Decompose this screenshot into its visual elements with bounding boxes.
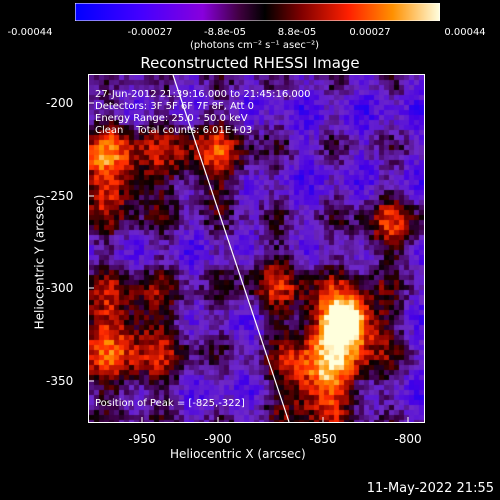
colorbar-tick: -0.00027 bbox=[127, 27, 173, 38]
solar-limb-line bbox=[172, 75, 290, 422]
colorbar-units: (photons cm⁻² s⁻¹ asec⁻²) bbox=[190, 40, 320, 51]
x-tick-label: -850 bbox=[309, 432, 337, 446]
x-axis-title: Heliocentric X (arcsec) bbox=[170, 447, 306, 461]
limb-overlay bbox=[172, 75, 290, 422]
colorbar-gradient bbox=[75, 3, 440, 21]
rhessi-image bbox=[89, 75, 424, 422]
axis-ticks bbox=[88, 102, 409, 423]
y-tick-label: -300 bbox=[46, 281, 74, 295]
timestamp: 11-May-2022 21:55 bbox=[366, 481, 494, 496]
y-tick-label: -250 bbox=[46, 189, 74, 203]
info-peak-position: Position of Peak = [-825,-322] bbox=[95, 398, 245, 409]
colorbar-tick: 8.8e-05 bbox=[277, 27, 317, 38]
info-time-range: 27-Jun-2012 21:39:16.000 to 21:45:16.000 bbox=[95, 89, 311, 100]
colorbar bbox=[75, 3, 440, 21]
x-tick-label: -950 bbox=[128, 432, 156, 446]
plot-area: 27-Jun-2012 21:39:16.000 to 21:45:16.000… bbox=[88, 74, 425, 423]
y-tick-label: -200 bbox=[46, 96, 74, 110]
colorbar-tick: -0.00044 bbox=[7, 27, 53, 38]
colorbar-tick: 0.00027 bbox=[349, 27, 391, 38]
info-clean-counts: Clean Total counts: 6.01E+03 bbox=[95, 125, 253, 136]
image-title: Reconstructed RHESSI Image bbox=[140, 54, 360, 72]
colorbar-tick: 0.00044 bbox=[444, 27, 486, 38]
y-tick-label: -350 bbox=[46, 374, 74, 388]
x-tick-label: -900 bbox=[204, 432, 232, 446]
y-axis-title: Heliocentric Y (arcsec) bbox=[32, 194, 47, 330]
x-tick-label: -800 bbox=[394, 432, 422, 446]
info-detectors: Detectors: 3F 5F 6F 7F 8F, Att 0 bbox=[95, 101, 255, 112]
colorbar-tick: -8.8e-05 bbox=[204, 27, 246, 38]
info-energy-range: Energy Range: 25.0 - 50.0 keV bbox=[95, 113, 248, 124]
